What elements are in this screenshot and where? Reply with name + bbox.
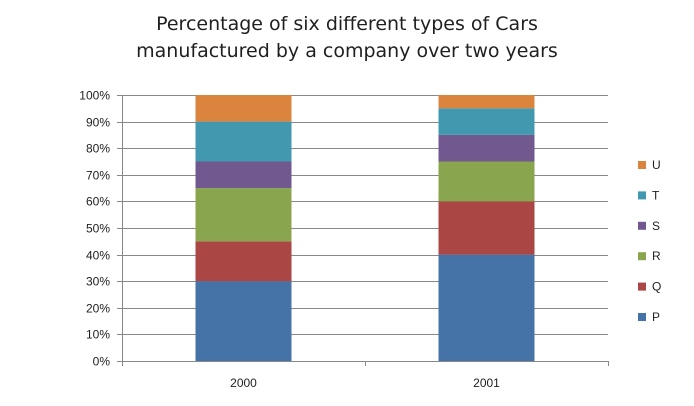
- y-tick-label: 100%: [79, 89, 110, 103]
- bar-segment-t-2001: [438, 108, 535, 135]
- legend-label-q: Q: [652, 280, 661, 294]
- y-tick-label: 0%: [93, 355, 111, 369]
- y-tick-label: 80%: [86, 142, 110, 156]
- legend-label-t: T: [652, 188, 660, 202]
- y-tick-label: 30%: [86, 275, 110, 289]
- bar-segment-s-2000: [195, 161, 292, 189]
- legend-swatch-t: [638, 191, 646, 200]
- bar-segment-p-2001: [438, 254, 535, 361]
- bar-segment-u-2001: [438, 95, 535, 109]
- legend: U T S R Q P: [638, 158, 661, 324]
- legend-label-u: U: [652, 158, 661, 172]
- bar-segment-q-2000: [195, 241, 292, 282]
- x-category-label: 2001: [473, 376, 500, 390]
- bar-segment-r-2000: [195, 188, 292, 242]
- y-tick-label: 90%: [86, 116, 110, 130]
- legend-swatch-u: [638, 161, 646, 169]
- bar-segment-q-2001: [438, 201, 535, 255]
- y-tick-label: 10%: [86, 328, 110, 342]
- legend-label-r: R: [652, 249, 661, 263]
- y-tick-label: 40%: [86, 249, 110, 263]
- axes: 0% 10% 20% 30% 40% 50% 60% 70% 80% 90% 100% 2000 200…: [79, 89, 609, 390]
- legend-swatch-p: [638, 313, 646, 321]
- y-tick-label: 60%: [86, 195, 110, 209]
- y-tick-label: 70%: [86, 169, 110, 183]
- bar-segment-r-2001: [438, 161, 535, 202]
- chart-title-line-1: Percentage of six different types of Car…: [156, 13, 538, 35]
- bar-segment-t-2000: [195, 121, 292, 162]
- x-category-label: 2000: [230, 376, 257, 390]
- legend-label-s: S: [652, 219, 660, 233]
- legend-swatch-r: [638, 252, 646, 261]
- legend-swatch-s: [638, 221, 646, 230]
- bar-segment-s-2001: [438, 134, 535, 162]
- legend-swatch-q: [638, 282, 646, 291]
- gridlines: [122, 95, 608, 335]
- bars: [195, 95, 535, 361]
- chart-title-line-2: manufactured by a company over two years: [136, 40, 558, 62]
- y-tick-label: 20%: [86, 302, 110, 316]
- bar-segment-u-2000: [195, 95, 292, 122]
- y-tick-label: 50%: [86, 222, 110, 236]
- bar-segment-p-2000: [195, 281, 292, 361]
- legend-label-p: P: [652, 310, 660, 324]
